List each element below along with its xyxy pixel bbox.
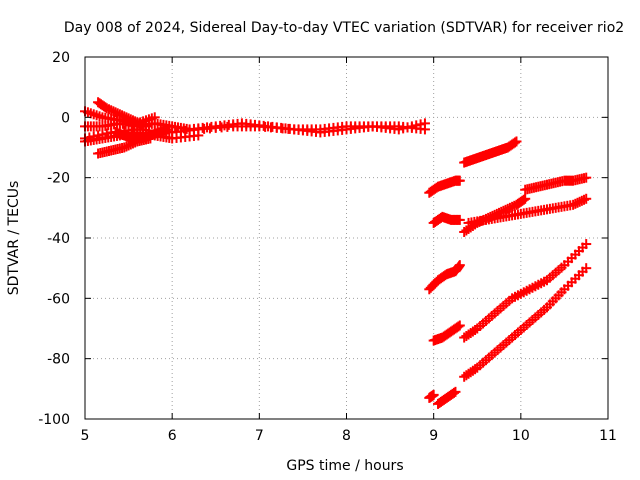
y-tick-label: -40	[47, 231, 70, 247]
data-point	[581, 263, 592, 274]
data-point	[398, 123, 409, 134]
data-point	[454, 320, 465, 331]
x-tick-label: 11	[599, 428, 617, 444]
series-M	[463, 193, 592, 228]
y-axis-label: SDTVAR / TECUs	[6, 181, 22, 296]
data-point	[581, 239, 592, 250]
series-N	[424, 260, 465, 295]
y-tick-label: 20	[52, 50, 70, 66]
x-tick-label: 5	[81, 428, 90, 444]
x-tick-label: 6	[168, 428, 177, 444]
data-point	[162, 124, 173, 135]
x-tick-label: 9	[429, 428, 438, 444]
series-J	[520, 172, 592, 195]
y-tick-label: -20	[47, 171, 70, 187]
series-O	[428, 320, 465, 346]
series-H	[424, 175, 465, 198]
data-point	[520, 193, 531, 204]
y-tick-label: -60	[47, 291, 70, 307]
series-Q	[424, 389, 439, 403]
data-point	[149, 112, 160, 123]
data-point	[402, 122, 413, 133]
data-points	[80, 97, 592, 409]
x-axis-label: GPS time / hours	[286, 458, 403, 474]
series-P	[459, 239, 592, 343]
series-S	[459, 263, 592, 382]
series-I	[459, 136, 522, 168]
chart-title: Day 008 of 2024, Sidereal Day-to-day VTE…	[64, 20, 624, 36]
x-tick-label: 10	[512, 428, 530, 444]
data-point	[406, 121, 417, 132]
data-point	[511, 136, 522, 147]
data-point	[518, 194, 529, 205]
x-tick-label: 7	[255, 428, 264, 444]
series-K	[428, 211, 465, 228]
axes: 5 6 7 8 9 10 11 20 0 -20 -40 -60 -80 -100	[38, 50, 617, 444]
data-point	[454, 175, 465, 186]
y-tick-label: -80	[47, 352, 70, 368]
data-point	[419, 118, 430, 129]
data-point	[581, 172, 592, 183]
data-point	[450, 386, 461, 397]
series-G	[110, 124, 173, 144]
data-point	[193, 130, 204, 141]
data-point	[411, 120, 422, 131]
series-R	[433, 386, 461, 409]
series-D	[93, 97, 152, 132]
data-point	[428, 389, 439, 400]
data-point	[454, 260, 465, 271]
data-point	[454, 214, 465, 225]
data-point	[510, 137, 521, 148]
data-point	[415, 119, 426, 130]
y-tick-label: 0	[61, 110, 70, 126]
data-point	[393, 124, 404, 135]
data-point	[581, 193, 592, 204]
data-point	[449, 387, 460, 398]
x-tick-label: 8	[342, 428, 351, 444]
grid	[85, 57, 608, 419]
data-point	[453, 321, 464, 332]
y-tick-label: -100	[38, 412, 70, 428]
